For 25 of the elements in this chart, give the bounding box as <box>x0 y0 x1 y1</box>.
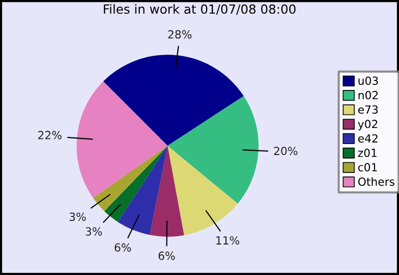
data-label: 11% <box>216 236 240 245</box>
pie-slice <box>93 146 168 212</box>
legend-label: u03 <box>358 76 378 85</box>
pie-slice <box>168 96 259 204</box>
legend-label: z01 <box>358 148 377 158</box>
legend-label: e42 <box>358 134 378 143</box>
pie-slice <box>150 146 184 237</box>
pie-slice <box>168 146 238 236</box>
data-label: 20% <box>274 146 298 156</box>
pie-slice <box>104 146 168 222</box>
data-label: 22% <box>38 130 62 140</box>
legend-label: c01 <box>358 163 377 172</box>
pie-slice <box>76 81 168 198</box>
legend-label: e73 <box>358 105 378 114</box>
data-label: 6% <box>114 243 131 252</box>
pie-slice <box>118 146 168 235</box>
data-label: 3% <box>86 227 102 236</box>
data-label: 3% <box>70 212 86 221</box>
data-label: 6% <box>158 252 175 260</box>
legend-label: Others <box>358 177 394 186</box>
legend-label: y02 <box>358 120 378 130</box>
legend-label: n02 <box>358 90 378 100</box>
data-label: 28% <box>168 30 192 39</box>
chart-title: Files in work at 01/07/08 08:00 <box>104 4 296 15</box>
pie-slice <box>103 54 244 146</box>
